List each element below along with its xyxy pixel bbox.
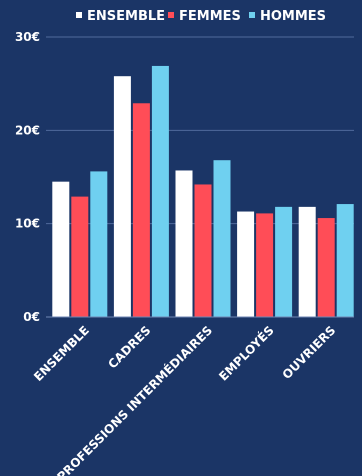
x-category-label: OUVRIERS [280, 323, 339, 382]
y-tick-label: 10€ [15, 217, 40, 231]
bar-femmes-3 [256, 213, 274, 317]
bar-femmes-4 [317, 218, 335, 317]
bar-ensemble-4 [298, 206, 316, 317]
x-category-label: CADRES [105, 323, 153, 371]
bar-femmes-0 [71, 196, 89, 317]
legend-swatch-ensemble [76, 12, 82, 18]
bar-hommes-2 [213, 160, 231, 317]
bars [52, 65, 354, 318]
bar-femmes-2 [194, 184, 212, 317]
chart-legend: ENSEMBLE FEMMES HOMMES [76, 9, 326, 24]
y-tick-label: 30€ [15, 30, 40, 44]
y-axis-ticks: 0€ 10€ 20€ 30€ [15, 30, 40, 324]
bar-hommes-4 [336, 204, 354, 317]
bar-hommes-0 [90, 171, 108, 317]
legend-label-ensemble: ENSEMBLE [87, 9, 165, 24]
legend-swatch-hommes [249, 12, 255, 18]
bar-femmes-1 [132, 103, 150, 318]
x-category-label: ENSEMBLE [31, 323, 92, 384]
x-category-label: EMPLOYÉS [216, 323, 277, 384]
legend-label-femmes: FEMMES [179, 9, 241, 24]
bar-ensemble-2 [175, 170, 193, 317]
bar-ensemble-1 [113, 76, 131, 317]
bar-hommes-3 [275, 206, 293, 317]
legend-swatch-femmes [168, 12, 174, 18]
bar-hommes-1 [151, 65, 169, 317]
y-tick-label: 0€ [23, 310, 40, 324]
y-tick-label: 20€ [15, 123, 40, 137]
bar-ensemble-0 [52, 181, 70, 317]
legend-label-hommes: HOMMES [260, 9, 326, 24]
bar-ensemble-3 [237, 211, 255, 317]
